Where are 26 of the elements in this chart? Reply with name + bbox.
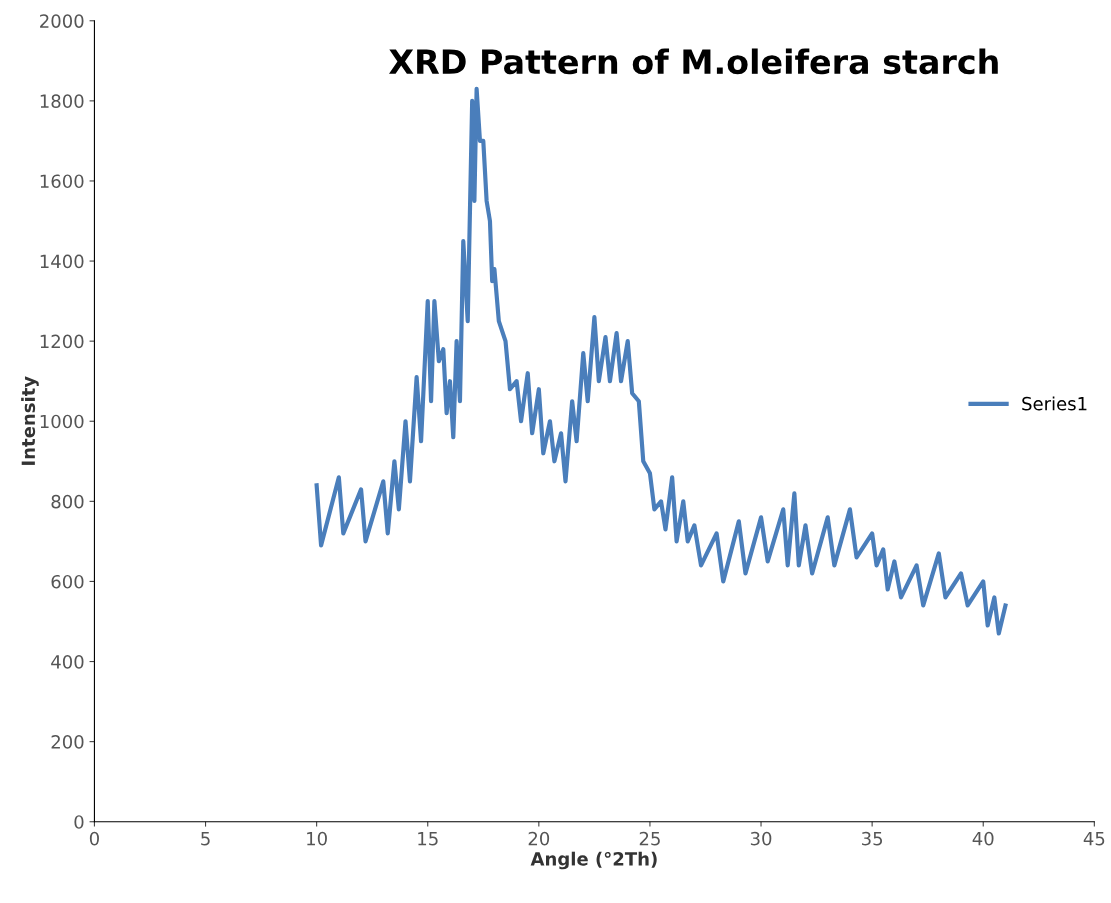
line-series (314, 86, 1008, 636)
y-tick-label: 2000 (40, 14, 84, 28)
x-tick-label: 20 (528, 831, 550, 846)
y-tick-label: 200 (51, 735, 84, 749)
x-tick-label: 25 (639, 831, 660, 846)
x-tick-label: 30 (750, 831, 772, 846)
y-tick-label: 1600 (40, 174, 84, 189)
y-tick-label: 1800 (40, 94, 84, 108)
y-tick-label: 1200 (40, 334, 84, 349)
x-tick-label: 0 (89, 831, 99, 846)
y-tick-label: 0 (74, 815, 84, 829)
y-tick-label: 1000 (40, 414, 84, 429)
x-axis-title: Angle (°2Th) (530, 851, 657, 870)
y-tick-label: 1400 (40, 254, 84, 269)
x-tick-label: 40 (972, 831, 994, 846)
x-tick-label: 5 (201, 832, 210, 846)
x-tick-label: 35 (862, 831, 883, 846)
y-tick-label: 800 (51, 494, 84, 509)
y-tick-label: 400 (51, 655, 84, 669)
legend-label: Series1 (1022, 396, 1087, 411)
x-tick-label: 10 (307, 831, 327, 846)
y-axis-title: Intensity (21, 376, 39, 465)
y-tick-label: 600 (51, 574, 84, 589)
x-tick-label: 45 (1083, 832, 1105, 846)
x-tick-label: 15 (418, 832, 438, 846)
text: XRD Pattern of M.oleifera starch (389, 48, 998, 75)
